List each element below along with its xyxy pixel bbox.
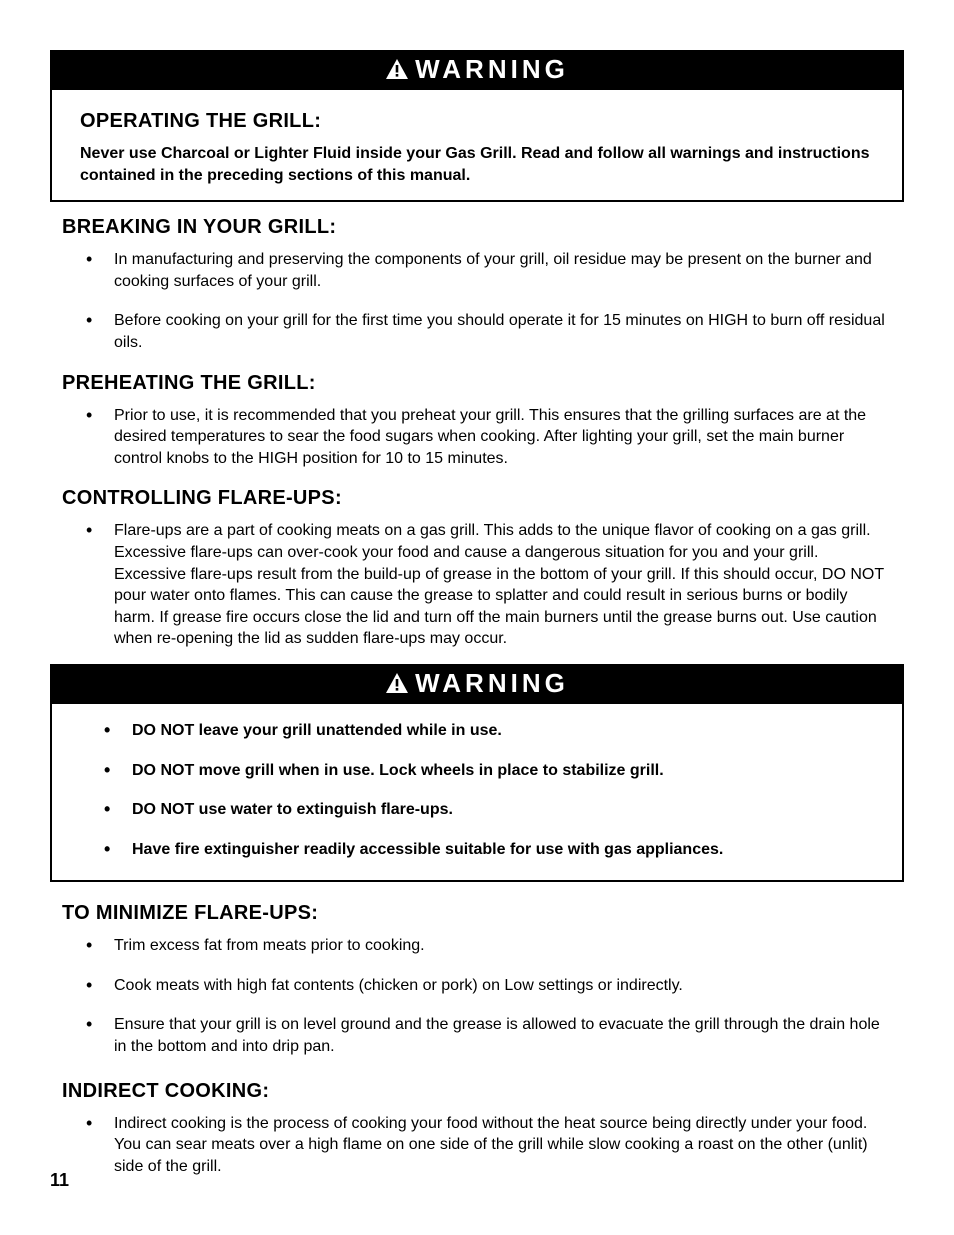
operating-warning-box: OPERATING THE GRILL: Never use Charcoal … xyxy=(50,90,904,202)
indirect-title: INDIRECT COOKING: xyxy=(62,1080,892,1103)
list-item: Flare-ups are a part of cooking meats on… xyxy=(62,520,892,650)
list-item: Before cooking on your grill for the fir… xyxy=(62,310,892,353)
warning-label: WARNING xyxy=(415,668,569,698)
warning-banner-mid: WARNING xyxy=(50,664,904,704)
warning-triangle-icon xyxy=(385,672,409,694)
breaking-in-list: In manufacturing and preserving the comp… xyxy=(62,249,892,353)
list-item: In manufacturing and preserving the comp… xyxy=(62,249,892,292)
breaking-in-title: BREAKING IN YOUR GRILL: xyxy=(62,216,892,239)
minimize-list: Trim excess fat from meats prior to cook… xyxy=(62,935,892,1057)
list-item: Ensure that your grill is on level groun… xyxy=(62,1014,892,1057)
indirect-list: Indirect cooking is the process of cooki… xyxy=(62,1113,892,1178)
list-item: Cook meats with high fat contents (chick… xyxy=(62,975,892,997)
warning-banner-top: WARNING xyxy=(50,50,904,90)
flareups-list: Flare-ups are a part of cooking meats on… xyxy=(62,520,892,650)
list-item: Prior to use, it is recommended that you… xyxy=(62,405,892,470)
operating-title: OPERATING THE GRILL: xyxy=(80,110,874,133)
content-region-2: TO MINIMIZE FLARE-UPS: Trim excess fat f… xyxy=(50,902,904,1177)
list-item: DO NOT leave your grill unattended while… xyxy=(80,720,874,742)
preheating-list: Prior to use, it is recommended that you… xyxy=(62,405,892,470)
warning-triangle-icon xyxy=(385,58,409,80)
list-item: DO NOT move grill when in use. Lock whee… xyxy=(80,760,874,782)
preheating-title: PREHEATING THE GRILL: xyxy=(62,372,892,395)
list-item: DO NOT use water to extinguish flare-ups… xyxy=(80,799,874,821)
operating-body: Never use Charcoal or Lighter Fluid insi… xyxy=(80,143,874,186)
content-region: BREAKING IN YOUR GRILL: In manufacturing… xyxy=(50,216,904,650)
list-item: Indirect cooking is the process of cooki… xyxy=(62,1113,892,1178)
flareups-title: CONTROLLING FLARE-UPS: xyxy=(62,487,892,510)
minimize-title: TO MINIMIZE FLARE-UPS: xyxy=(62,902,892,925)
donot-warning-box: DO NOT leave your grill unattended while… xyxy=(50,704,904,882)
list-item: Trim excess fat from meats prior to cook… xyxy=(62,935,892,957)
list-item: Have fire extinguisher readily accessibl… xyxy=(80,839,874,861)
donot-list: DO NOT leave your grill unattended while… xyxy=(80,720,874,860)
page-number: 11 xyxy=(50,1170,69,1191)
warning-label: WARNING xyxy=(415,54,569,84)
